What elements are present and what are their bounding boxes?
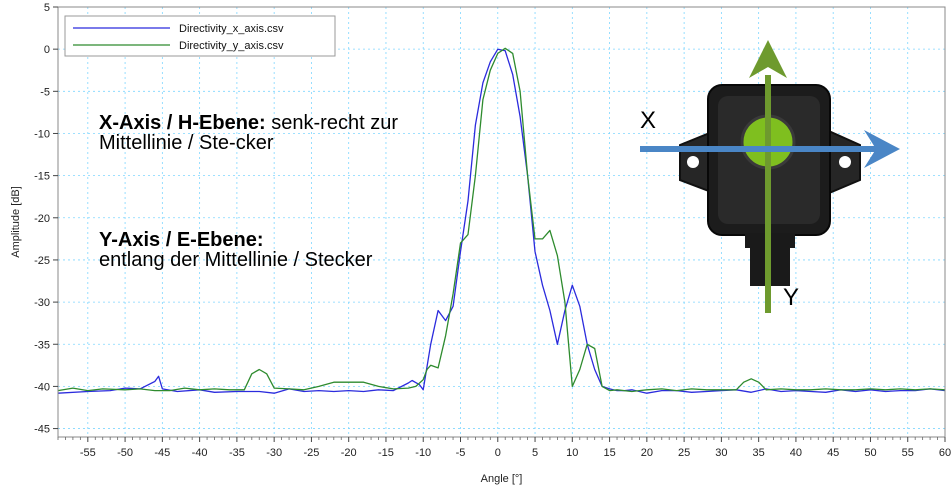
annotation-x-axis: X-Axis / H-Ebene: senk-recht zur Mittell…: [99, 113, 439, 153]
legend: Directivity_x_axis.csv Directivity_y_axi…: [64, 15, 336, 57]
series-line-y-axis: [57, 47, 946, 393]
plot-frame: [57, 6, 946, 438]
y-tick-label: -40: [34, 381, 50, 393]
x-tick-label: -10: [415, 447, 431, 459]
sensor-image: X Y: [640, 40, 900, 313]
x-tick-label: 50: [864, 447, 876, 459]
legend-label-x-axis: Directivity_x_axis.csv: [179, 23, 284, 35]
x-tick-label: -55: [80, 447, 96, 459]
x-tick-label: 30: [715, 447, 727, 459]
x-tick-label: 20: [641, 447, 653, 459]
x-tick-label: 35: [753, 447, 765, 459]
x-tick-label: 15: [603, 447, 615, 459]
x-tick-label: 5: [532, 447, 538, 459]
y-axis-letter: Y: [783, 284, 799, 311]
y-tick-label: -35: [34, 339, 50, 351]
x-axis-letter: X: [640, 107, 656, 134]
y-tick-label: -45: [34, 424, 50, 436]
x-tick-label: -5: [456, 447, 466, 459]
mounting-hole-right: [839, 156, 851, 168]
x-tick-label: -20: [341, 447, 357, 459]
y-tick-label: 5: [44, 2, 50, 14]
y-tick-label: 0: [44, 44, 50, 56]
annotation-x-heading: X-Axis / H-Ebene:: [99, 112, 266, 134]
y-tick-label: -5: [40, 86, 50, 98]
x-tick-label: 45: [827, 447, 839, 459]
y-tick-label: -15: [34, 171, 50, 183]
annotation-y-heading: Y-Axis / E-Ebene:: [99, 229, 264, 251]
x-tick-label: -30: [266, 447, 282, 459]
y-tick-label: -30: [34, 297, 50, 309]
y-tick-label: -20: [34, 213, 50, 225]
x-tick-label: -50: [117, 447, 133, 459]
series-layer: [57, 47, 946, 394]
legend-box: [64, 15, 336, 57]
x-axis-title: Angle [°]: [481, 473, 523, 485]
x-tick-label: -40: [192, 447, 208, 459]
x-tick-label: 60: [939, 447, 951, 459]
x-tick-label: 25: [678, 447, 690, 459]
x-tick-label: 55: [902, 447, 914, 459]
x-tick-label: -25: [303, 447, 319, 459]
x-tick-label: -15: [378, 447, 394, 459]
annotation-x-text: senk-recht zur Mittellinie / Ste-cker: [99, 112, 398, 154]
y-axis-arrow-head: [749, 40, 787, 78]
grid: [58, 6, 946, 437]
y-axis-ticks: 5 0 -5 -10 -15 -20 -25 -30 -35 -40 -45: [34, 2, 58, 436]
y-axis-title: Amplitude [dB]: [10, 186, 22, 258]
y-tick-label: -10: [34, 128, 50, 140]
x-tick-label: -45: [154, 447, 170, 459]
x-tick-label: 0: [495, 447, 501, 459]
y-tick-label: -25: [34, 255, 50, 267]
x-tick-label: 40: [790, 447, 802, 459]
annotation-y-axis: Y-Axis / E-Ebene: entlang der Mittellinie…: [99, 230, 439, 270]
x-axis-arrow-head: [864, 130, 900, 168]
mounting-hole-left: [687, 156, 699, 168]
series-line-x-axis: [57, 48, 946, 394]
x-axis-ticks: -55 -50 -45 -40 -35 -30 -25 -20 -15 -10 -5 0 5 10 15 20…: [57, 437, 951, 459]
x-tick-label: -35: [229, 447, 245, 459]
legend-label-y-axis: Directivity_y_axis.csv: [179, 40, 284, 52]
x-tick-label: 10: [566, 447, 578, 459]
annotation-y-text: entlang der Mittellinie / Stecker: [99, 249, 373, 271]
